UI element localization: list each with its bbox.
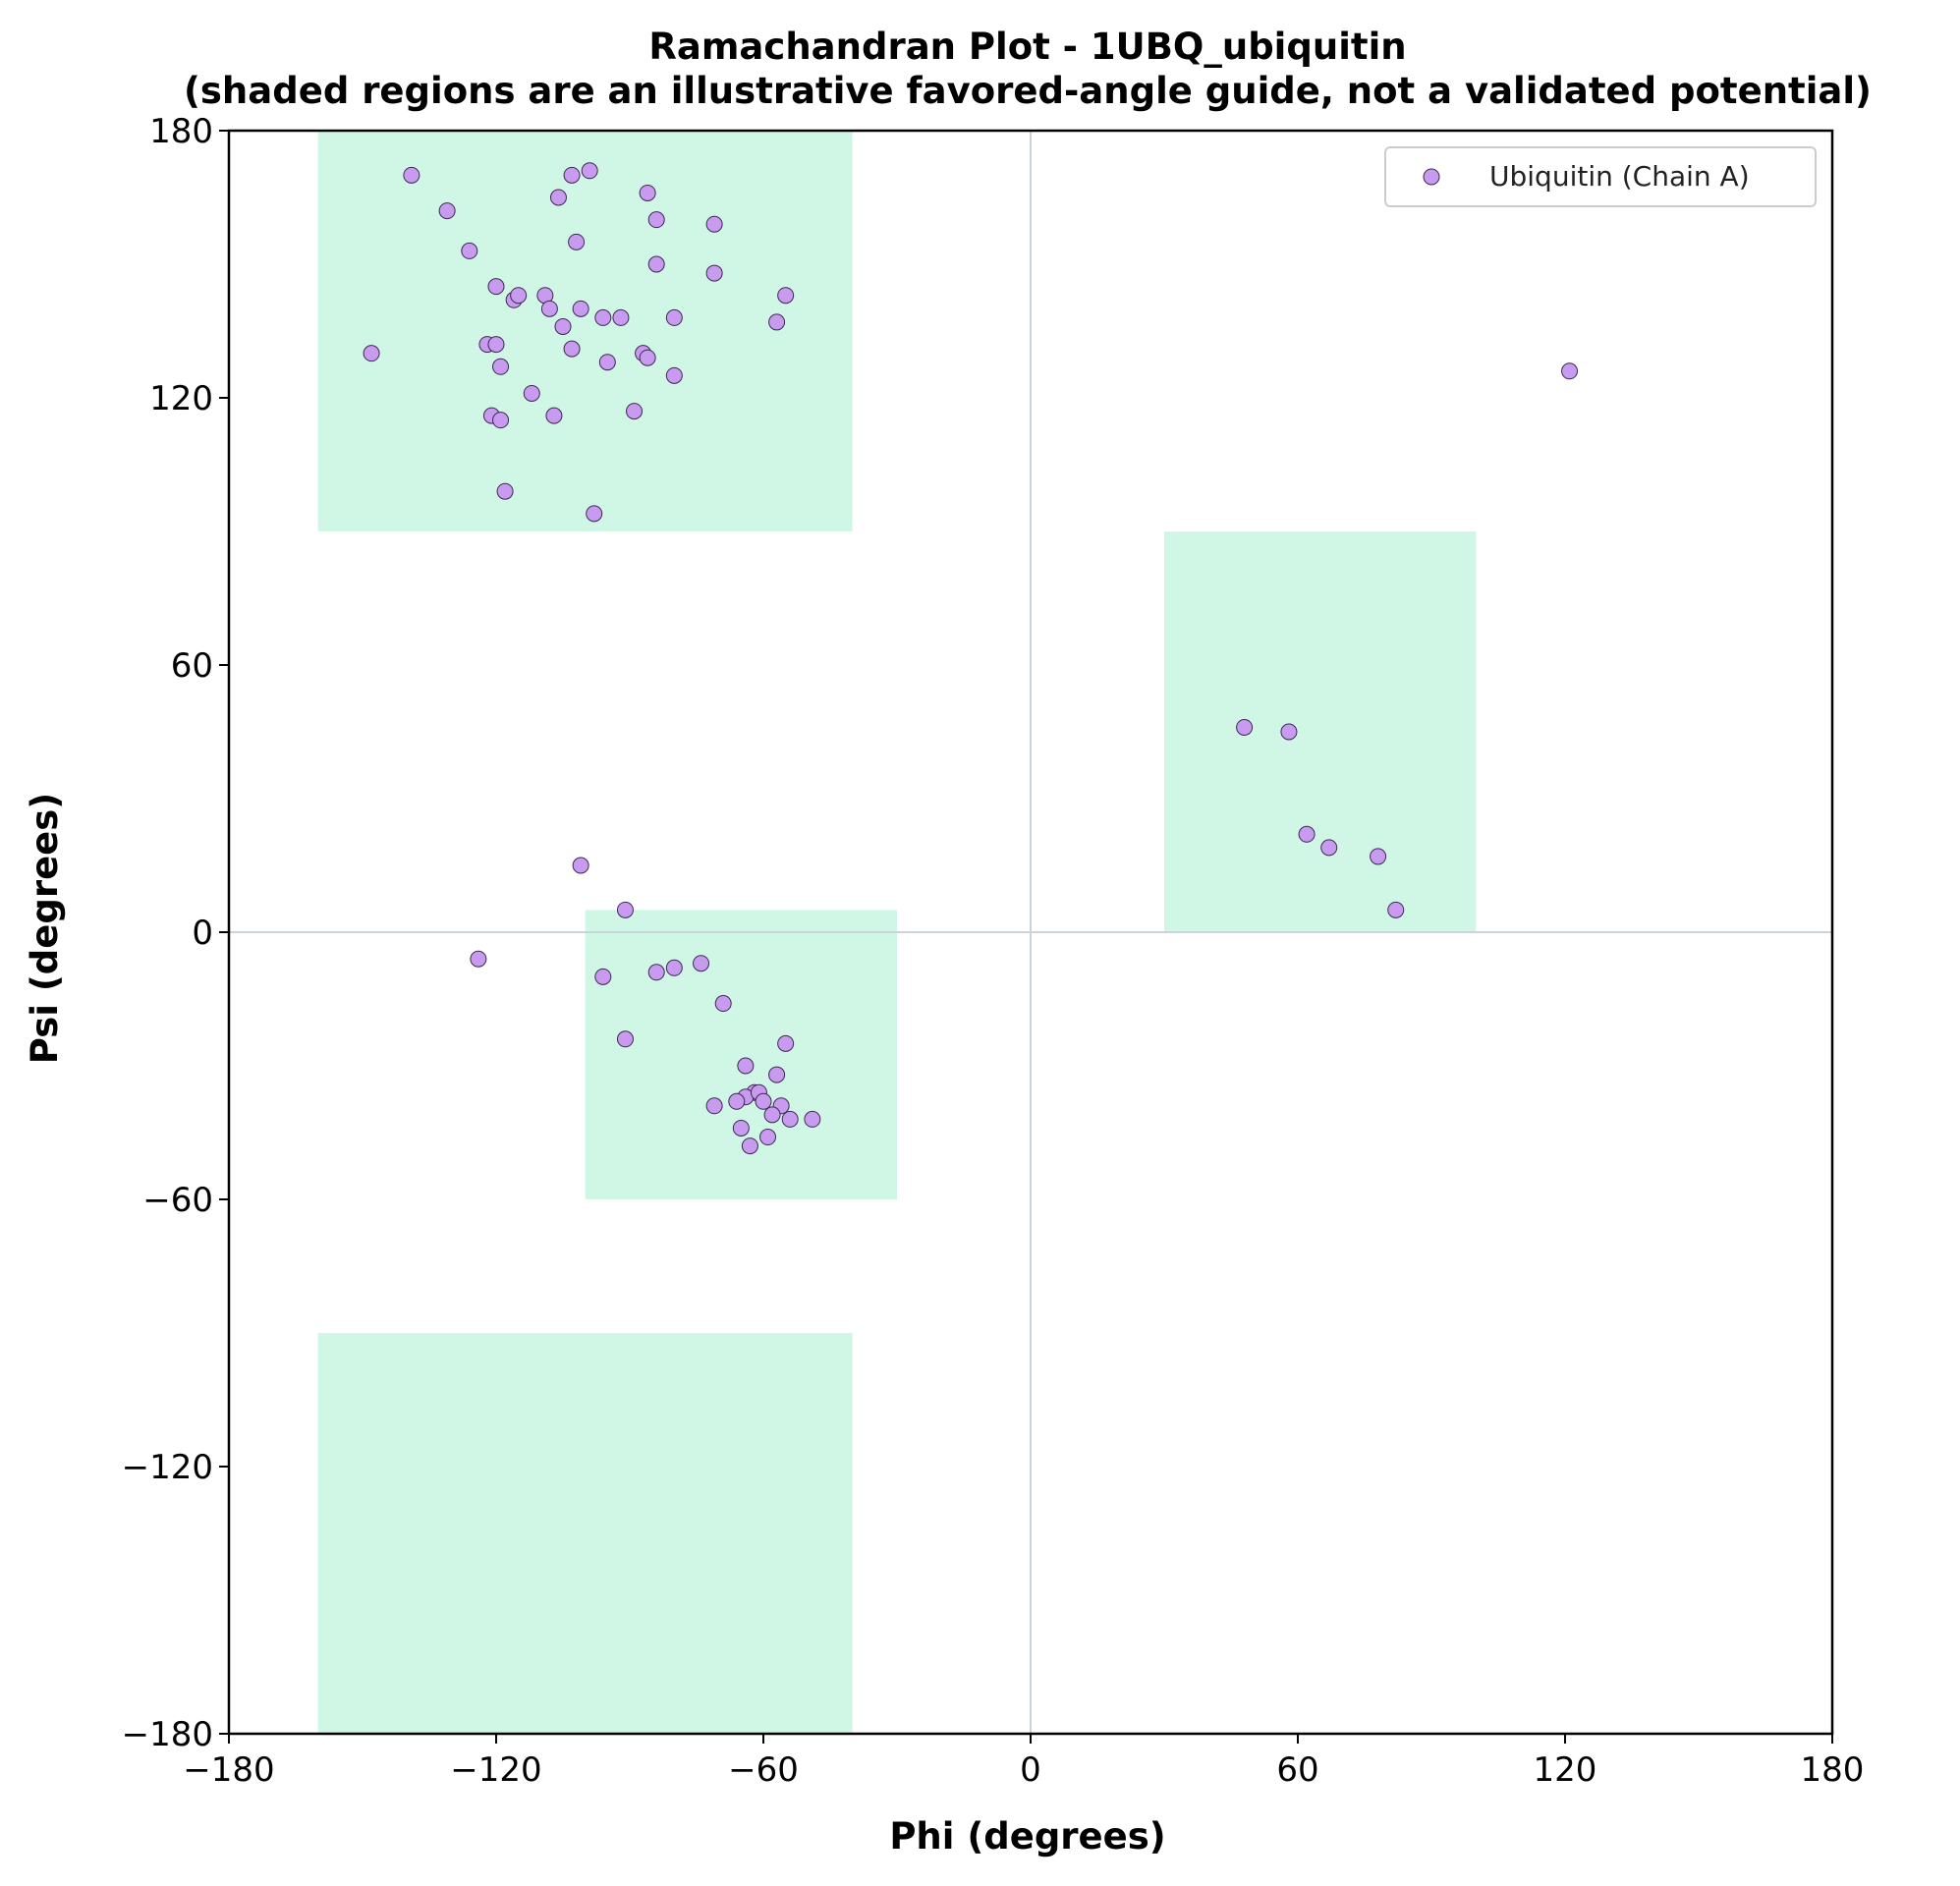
- x-tick-label: −180: [183, 1750, 274, 1790]
- chart-subtitle: (shaded regions are an illustrative favo…: [184, 70, 1872, 112]
- data-point: [732, 1119, 750, 1137]
- x-tick-label: 60: [1276, 1750, 1318, 1790]
- data-point: [545, 407, 563, 424]
- legend-marker: [1423, 168, 1440, 186]
- data-point: [572, 857, 589, 874]
- data-point: [768, 313, 786, 331]
- data-point: [626, 403, 644, 420]
- x-tick-label: 0: [1020, 1750, 1041, 1790]
- y-axis-ticks: −180 −120 −60 0 60 120 180: [122, 112, 229, 1754]
- data-point: [581, 162, 598, 180]
- data-point: [1370, 848, 1387, 865]
- data-point: [554, 317, 572, 335]
- shaded-region-1: [317, 131, 853, 531]
- data-point: [563, 166, 581, 184]
- data-point: [598, 354, 616, 371]
- data-point: [737, 1057, 755, 1075]
- data-point: [1236, 718, 1254, 736]
- x-axis-ticks: −180 −120 −60 0 60 120 180: [183, 1734, 1864, 1790]
- chart-title: Ramachandran Plot - 1UBQ_ubiquitin: [648, 26, 1406, 68]
- legend-box: [1384, 146, 1817, 207]
- data-point: [705, 1097, 723, 1115]
- data-point: [470, 950, 487, 968]
- legend: Ubiquitin (Chain A): [1384, 146, 1817, 207]
- data-point: [487, 336, 505, 354]
- data-point: [665, 308, 683, 326]
- y-tick-label: 120: [149, 379, 213, 418]
- data-point: [1280, 723, 1298, 741]
- data-point: [804, 1110, 821, 1128]
- data-point: [647, 255, 665, 273]
- data-point: [363, 345, 380, 362]
- data-point: [540, 300, 558, 317]
- data-point: [728, 1092, 746, 1110]
- data-point: [1561, 362, 1579, 380]
- x-tick-label: 120: [1534, 1750, 1597, 1790]
- data-point: [647, 964, 665, 981]
- data-point: [777, 287, 795, 305]
- data-point: [714, 995, 732, 1013]
- data-point: [665, 959, 683, 976]
- data-point: [665, 366, 683, 384]
- data-point: [1387, 901, 1405, 918]
- y-tick-label: −180: [122, 1715, 213, 1754]
- y-tick-label: −60: [142, 1181, 213, 1220]
- data-point: [438, 202, 456, 220]
- data-point: [523, 384, 540, 402]
- legend-entry-label: Ubiquitin (Chain A): [1489, 160, 1750, 193]
- data-point: [616, 1030, 634, 1048]
- x-tick-label: −60: [728, 1750, 799, 1790]
- data-point: [777, 1034, 795, 1052]
- data-point: [612, 308, 630, 326]
- data-point: [594, 968, 612, 985]
- data-points: [363, 162, 1579, 1155]
- data-point: [568, 233, 586, 250]
- x-tick-label: −120: [450, 1750, 541, 1790]
- data-point: [1298, 825, 1316, 843]
- data-point: [616, 901, 634, 918]
- data-point: [487, 278, 505, 296]
- data-point: [693, 955, 710, 972]
- reference-lines: [229, 131, 1832, 1734]
- data-point: [639, 184, 656, 201]
- data-point: [586, 505, 603, 523]
- data-point: [510, 287, 528, 305]
- data-point: [759, 1129, 777, 1146]
- data-point: [705, 215, 723, 233]
- data-point: [563, 340, 581, 358]
- x-axis-label: Phi (degrees): [889, 1815, 1165, 1858]
- data-point: [755, 1092, 772, 1110]
- x-tick-label: 180: [1801, 1750, 1865, 1790]
- data-point: [403, 166, 420, 184]
- shaded-regions: [317, 131, 1477, 1734]
- shaded-region-3: [585, 910, 897, 1199]
- data-point: [647, 211, 665, 229]
- shaded-region-4: [1164, 531, 1477, 932]
- shaded-region-2: [317, 1333, 853, 1734]
- data-point: [768, 1066, 786, 1083]
- data-point: [549, 189, 567, 206]
- data-point: [594, 308, 612, 326]
- data-point: [1320, 839, 1338, 857]
- data-point: [705, 264, 723, 282]
- y-tick-label: 0: [192, 914, 213, 953]
- data-point: [781, 1110, 799, 1128]
- data-point: [492, 412, 510, 429]
- y-tick-label: 180: [149, 112, 213, 151]
- y-tick-label: −120: [122, 1448, 213, 1487]
- data-point: [492, 358, 510, 375]
- data-point: [639, 349, 656, 366]
- y-axis-label: Psi (degrees): [24, 793, 66, 1064]
- data-point: [763, 1106, 781, 1124]
- data-point: [461, 242, 478, 259]
- data-point: [741, 1137, 758, 1155]
- data-point: [572, 300, 589, 317]
- y-tick-label: 60: [171, 646, 213, 686]
- data-point: [496, 482, 514, 500]
